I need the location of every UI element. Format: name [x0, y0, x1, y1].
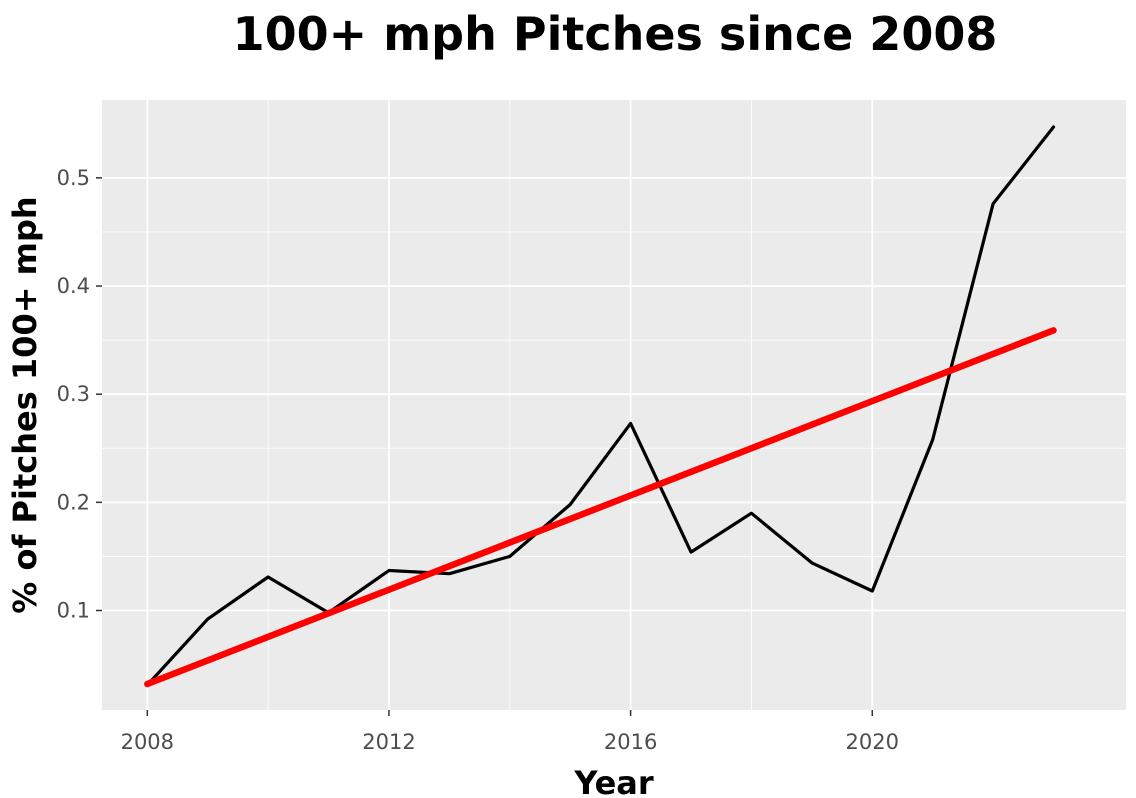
y-tick-label: 0.2 [57, 490, 90, 514]
y-tick-label: 0.4 [57, 274, 90, 298]
y-axis-title: % of Pitches 100+ mph [6, 196, 44, 613]
series-lines [144, 125, 1057, 688]
y-axis-ticks: 0.1 0.2 0.3 0.4 0.5 [57, 166, 102, 622]
x-tick-label: 2008 [121, 730, 174, 754]
chart-title: 100+ mph Pitches since 2008 [233, 7, 998, 61]
trend-line [144, 327, 1057, 688]
y-tick-label: 0.3 [57, 382, 90, 406]
plot-panel [102, 100, 1126, 710]
x-tick-label: 2020 [846, 730, 899, 754]
y-tick-label: 0.1 [57, 598, 90, 622]
observed-series-line [145, 125, 1056, 687]
y-tick-label: 0.5 [57, 166, 90, 190]
x-tick-label: 2016 [604, 730, 657, 754]
x-axis-title: Year [573, 764, 654, 798]
x-axis-ticks: 2008 2012 2016 2020 [121, 710, 899, 754]
x-tick-label: 2012 [362, 730, 415, 754]
